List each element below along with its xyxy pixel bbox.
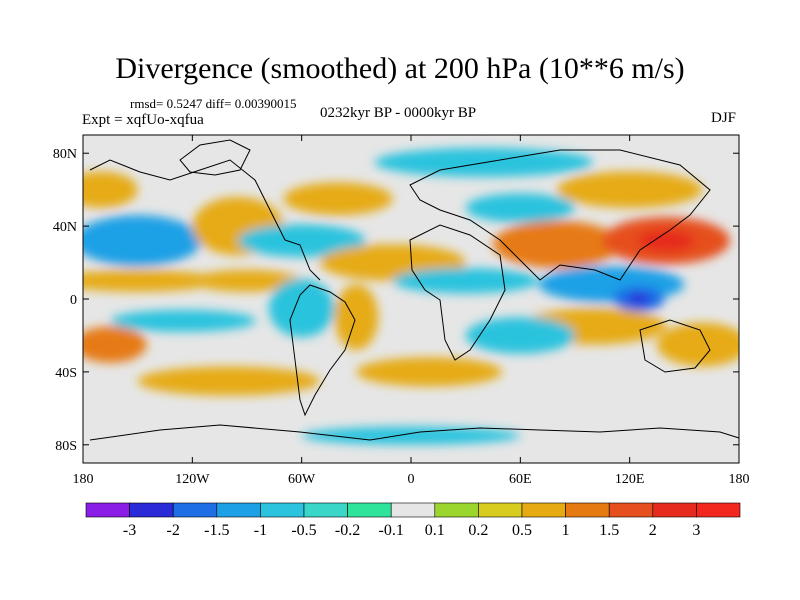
field-blob-12	[493, 220, 621, 269]
x-tick-label-0: 180	[73, 472, 94, 487]
colorbar-swatch-8	[434, 502, 479, 518]
field-blob-11	[392, 268, 539, 294]
x-tick-label-4: 60E	[509, 472, 532, 487]
y-tick-label-1: 40N	[53, 220, 77, 235]
colorbar-label-4: -0.5	[291, 522, 316, 539]
field-blob-23	[465, 193, 575, 223]
colorbar-label-5: -0.2	[335, 522, 360, 539]
coast-australia	[639, 319, 711, 373]
colorbar-swatch-7	[390, 502, 436, 518]
coast-antarctica	[89, 424, 740, 441]
coastlines	[89, 139, 740, 441]
field-blob-1	[83, 269, 220, 292]
colorbar-label-12: 2	[649, 522, 657, 539]
colorbar-label-2: -1.5	[204, 522, 229, 539]
coast-eurasia	[409, 149, 711, 281]
field-blob-22	[556, 171, 703, 208]
colorbar-label-13: 3	[692, 522, 700, 539]
field-core-13	[637, 230, 695, 252]
x-tick-label-6: 180	[729, 472, 750, 487]
coast-greenland	[179, 139, 251, 176]
stats-label: rmsd= 0.5247 diff= 0.00390015	[130, 96, 297, 111]
field-blob-5	[237, 224, 366, 258]
colorbar-swatch-1	[129, 502, 174, 518]
chart-title: Divergence (smoothed) at 200 hPa (10**6 …	[115, 52, 685, 85]
field-blob-19	[356, 357, 503, 387]
field-blob-0	[83, 215, 202, 267]
x-tick-label-2: 60W	[288, 472, 316, 487]
colorbar-swatch-0	[85, 502, 130, 518]
colorbar-swatch-2	[172, 502, 218, 518]
field-blob-2	[83, 326, 147, 363]
coast-north-america	[89, 159, 321, 281]
colorbar-swatch-14	[696, 502, 741, 518]
field-blob-24	[83, 171, 138, 208]
colorbar-swatch-4	[260, 502, 305, 518]
colorbar-label-9: 0.5	[512, 522, 532, 539]
colorbar-swatch-11	[565, 502, 610, 518]
field-blob-8	[268, 278, 335, 338]
experiment-label: Expt = xqfUo-xqfua	[82, 112, 204, 128]
colorbar-swatch-9	[478, 502, 523, 518]
coast-south-america	[289, 284, 356, 417]
field-blob-25	[301, 426, 521, 445]
colorbar-swatch-12	[608, 502, 654, 518]
y-tick-label-3: 40S	[55, 366, 77, 381]
field-blob-9	[334, 284, 379, 351]
coast-africa	[409, 224, 506, 361]
field-blob-3	[110, 309, 257, 332]
colorbar-swatch-6	[347, 502, 392, 518]
x-tick-label-3: 0	[408, 472, 415, 487]
field-blob-6	[283, 182, 393, 216]
season-label: DJF	[711, 110, 737, 126]
y-tick-label-4: 80S	[55, 439, 77, 454]
period-label: 0232kyr BP - 0000kyr BP	[320, 105, 477, 121]
colorbar-swatch-5	[303, 502, 348, 518]
y-tick-label-0: 80N	[53, 147, 77, 162]
colorbar-label-8: 0.2	[468, 522, 488, 539]
field-blob-20	[137, 366, 320, 396]
colorbar-label-11: 1.5	[599, 522, 619, 539]
colorbar-label-3: -1	[254, 522, 267, 539]
y-tick-label-2: 0	[70, 293, 77, 308]
field-blob-7	[192, 269, 302, 292]
colorbar-swatch-10	[521, 502, 566, 518]
field-core-15	[627, 293, 651, 305]
colorbar-swatch-13	[652, 502, 697, 518]
field-blob-18	[657, 322, 739, 367]
x-tick-label-1: 120W	[175, 472, 210, 487]
colorbar-label-1: -2	[167, 522, 180, 539]
colorbar-label-7: 0.1	[425, 522, 445, 539]
colorbar-label-0: -3	[123, 522, 136, 539]
x-tick-label-5: 120E	[615, 472, 645, 487]
colorbar-label-10: 1	[562, 522, 570, 539]
colorbar-label-6: -0.1	[379, 522, 404, 539]
field-blob-17	[465, 317, 575, 354]
colorbar-swatch-3	[216, 502, 261, 518]
